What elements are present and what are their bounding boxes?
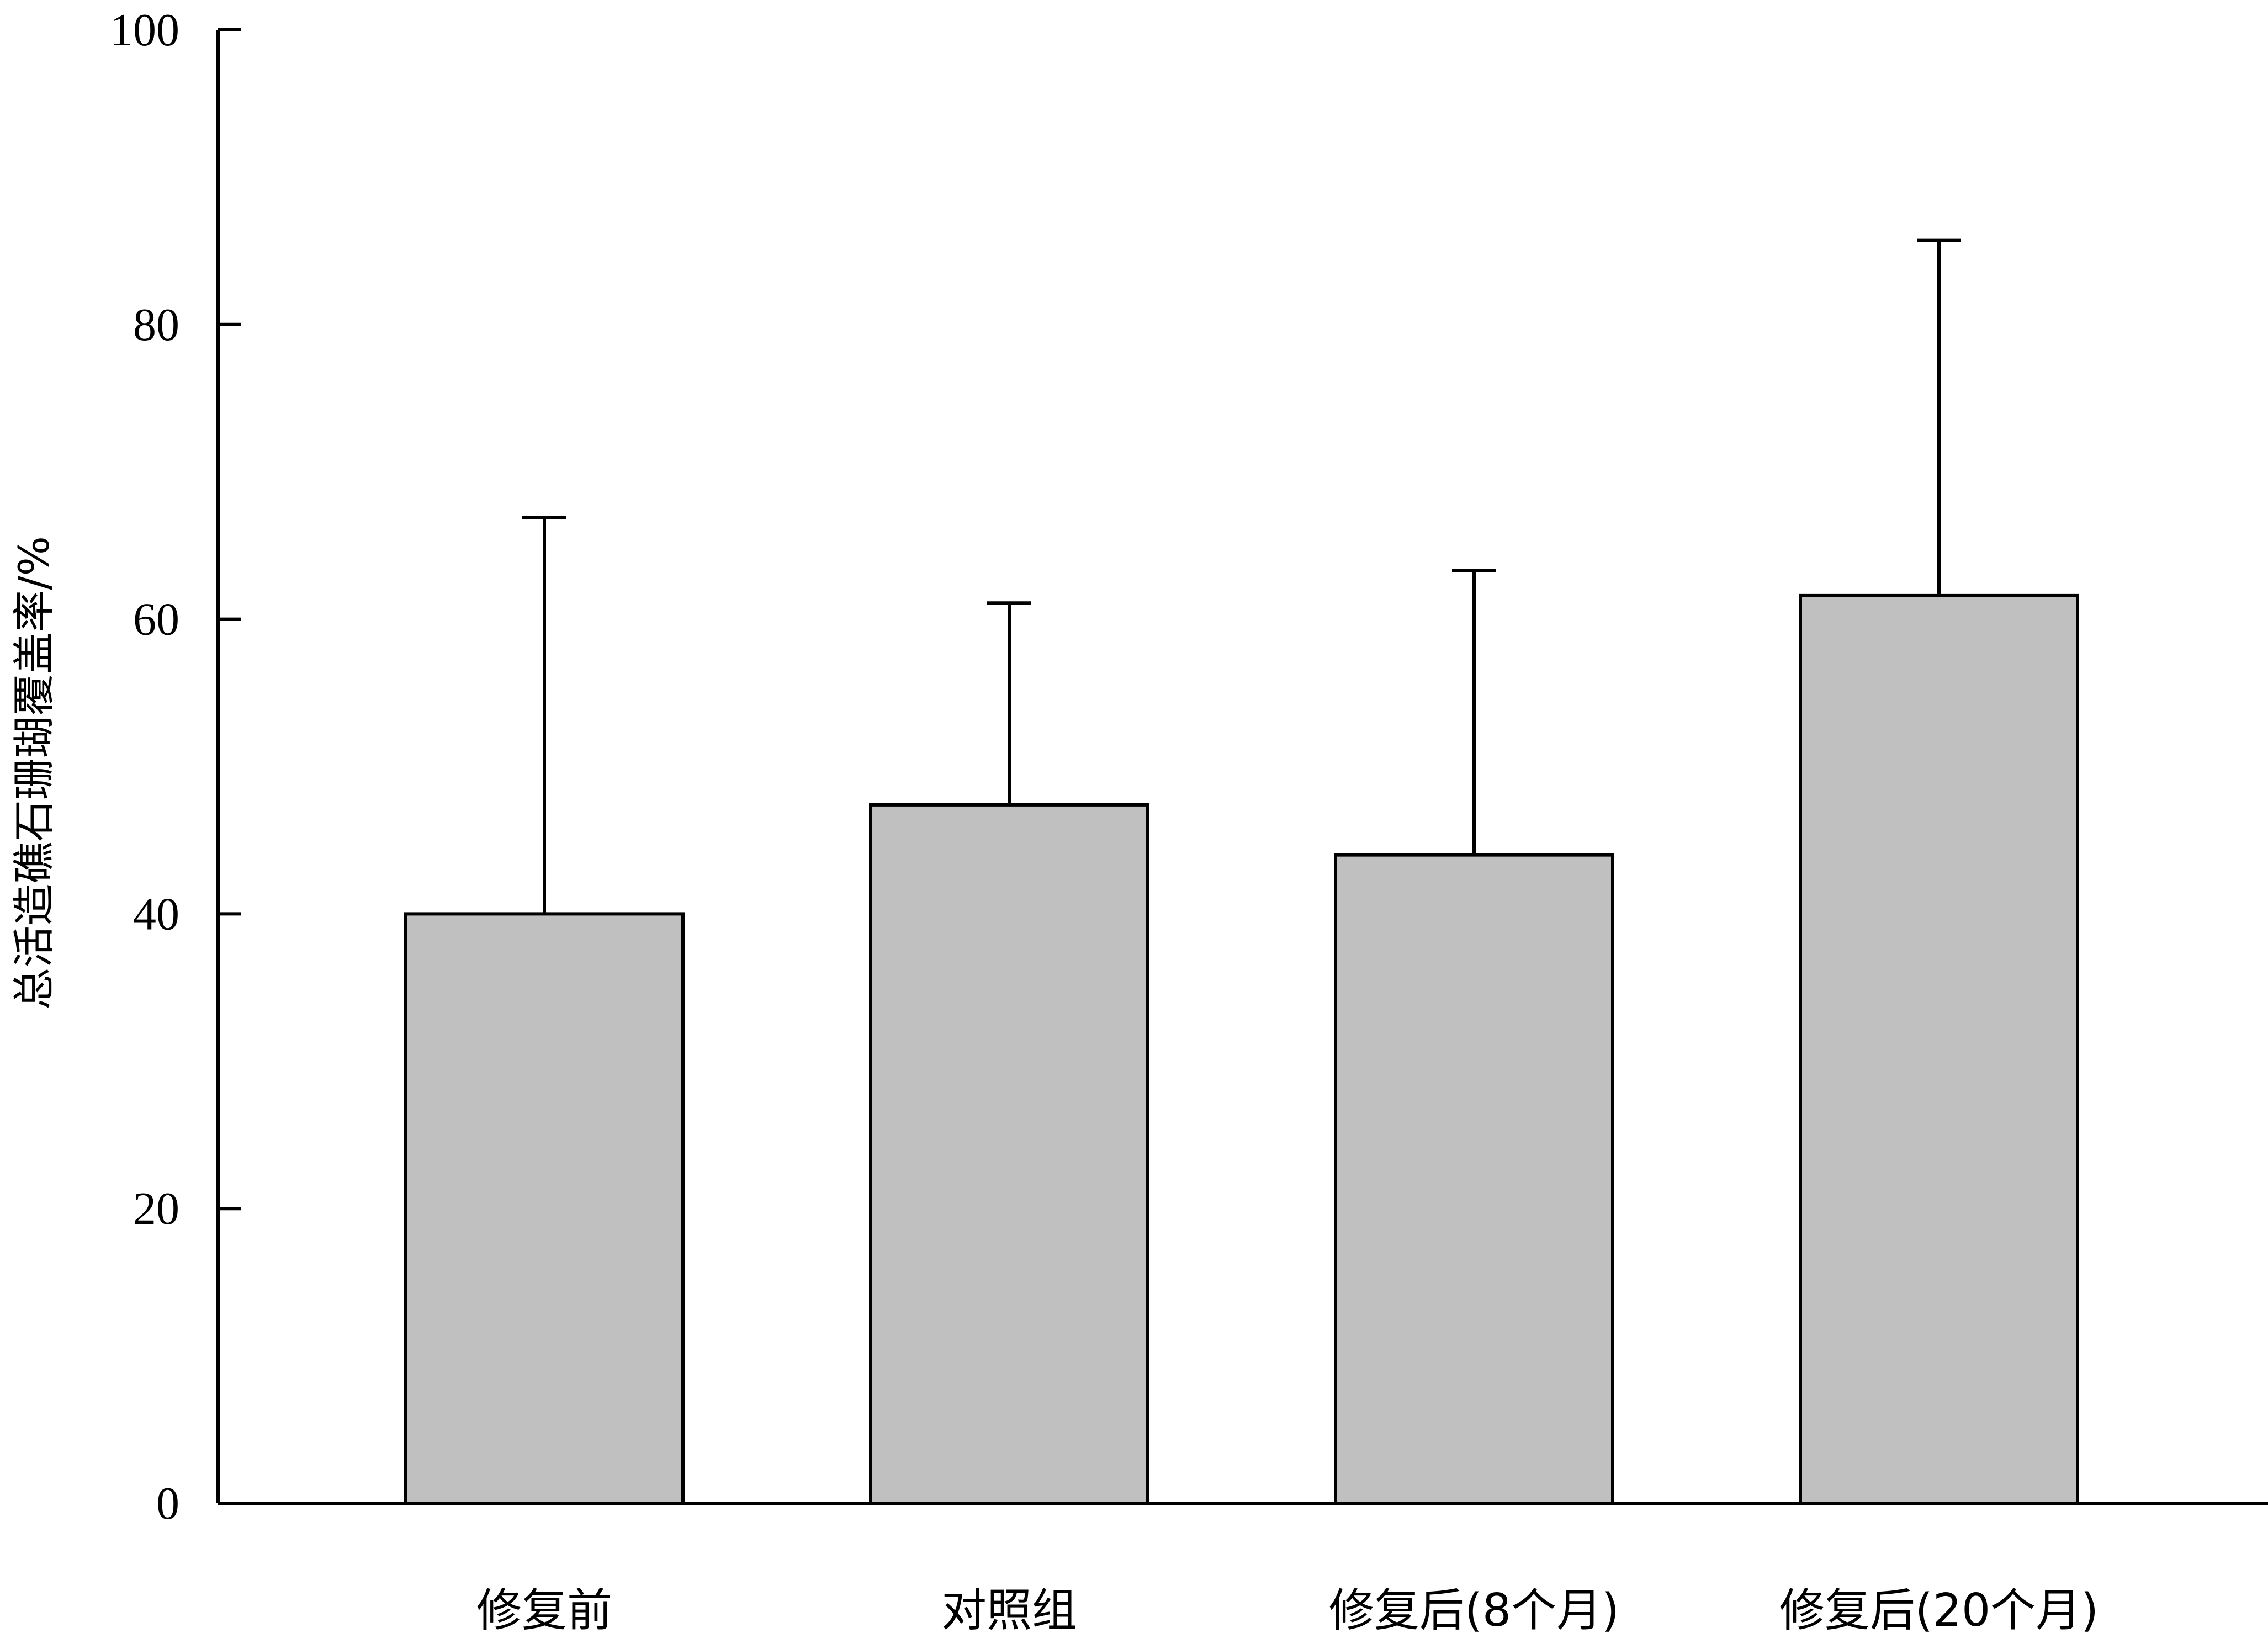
axes-layer <box>216 30 2268 1505</box>
bar <box>1799 593 2079 1505</box>
y-tick-label: 0 <box>156 1478 179 1529</box>
y-ticks: 0 20 40 60 80 100 <box>110 4 241 1529</box>
bars-layer <box>404 593 2079 1505</box>
bar <box>869 803 1149 1505</box>
y-tick-label: 80 <box>133 299 179 351</box>
y-tick-label: 60 <box>133 594 179 645</box>
bar <box>1334 853 1614 1505</box>
x-category-label: 修复后(20个月) <box>1779 1584 2099 1637</box>
y-tick-label: 100 <box>110 4 179 56</box>
x-category-label: 修复后(8个月) <box>1329 1584 1619 1637</box>
x-category-label: 修复前 <box>476 1584 612 1637</box>
y-axis-title: 总活造礁石珊瑚覆盖率/% <box>9 536 59 1010</box>
x-tick-labels: 修复前 对照组 修复后(8个月) 修复后(20个月) <box>476 1584 2099 1637</box>
y-tick-label: 40 <box>133 888 179 940</box>
error-bars-layer <box>522 238 1961 914</box>
y-tick-label: 20 <box>133 1183 179 1234</box>
bar <box>404 912 685 1505</box>
x-category-label: 对照组 <box>941 1584 1077 1637</box>
